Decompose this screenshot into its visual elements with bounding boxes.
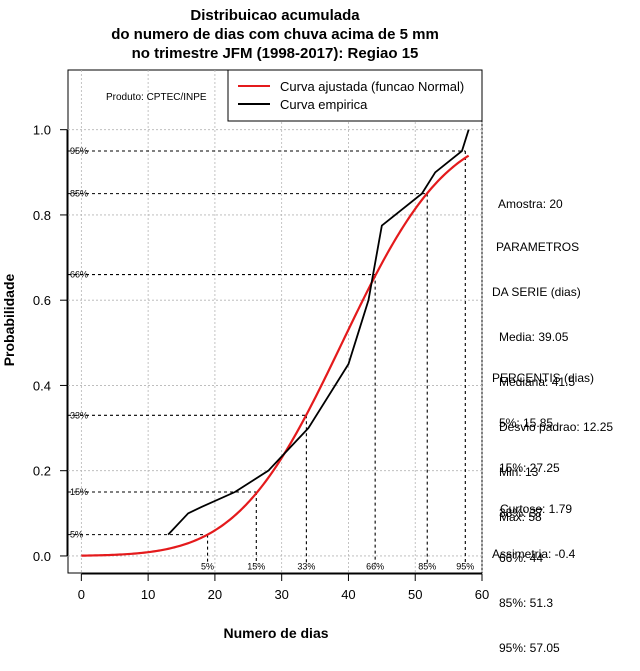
x-tick-label-50: 50 [408,587,422,602]
x-tick-label-60: 60 [475,587,489,602]
percentil-66: 66%: 44 [499,551,544,565]
param-max: Max: 58 [499,510,542,524]
x-tick-label-20: 20 [208,587,222,602]
chart-title-line-2: do numero de dias com chuva acima de 5 m… [111,26,439,43]
curves [81,129,470,557]
percentile-y-label-5: 95% [70,146,88,156]
param-min: Min: 13 [499,465,539,479]
chart-title-line-1: Distribuicao acumulada [190,7,360,24]
side-panel-shape: Curtose: 1.79 Assimetria: -0.4 [492,472,575,577]
product-label: Produto: CPTEC/INPE [106,92,207,103]
side-panel-parameters: PARAMETROS DA SERIE (dias) Media: 39.05 … [492,210,613,540]
y-tick-label-5: 1.0 [33,123,51,138]
sample-size: Amostra: 20 [498,197,563,211]
curtose: Curtose: 1.79 [500,502,573,516]
percentile-x-label-5: 95% [456,562,474,572]
percentile-x-label-0: 5% [201,562,214,572]
percentil-33: 33%: 37 [499,506,544,520]
percentile-x-label-2: 33% [297,562,315,572]
param-media: Media: 39.05 [499,330,569,344]
x-axis: 0 10 20 30 40 50 60 [78,573,489,602]
x-axis-label: Numero de dias [223,625,328,641]
y-tick-label-4: 0.8 [33,208,51,223]
percentil-95: 95%: 57.05 [499,641,560,655]
y-tick-label-0: 0.0 [33,549,51,564]
fitted-normal-curve [81,154,470,557]
side-panel-amostra: Amostra: 20 [492,182,563,212]
param-mediana: Mediana: 41.5 [499,375,576,389]
percentil-85: 85%: 51.3 [499,596,554,610]
percentis-title: PERCENTIS (dias) [492,371,595,385]
percentile-x-label-4: 85% [418,562,436,572]
percentile-y-label-3: 66% [70,270,88,280]
x-tick-label-30: 30 [274,587,288,602]
param-desvio: Desvio padrao: 12.25 [499,420,614,434]
x-tick-label-10: 10 [141,587,155,602]
params-title: PARAMETROS [496,240,580,254]
y-tick-label-3: 0.6 [33,293,51,308]
x-tick-label-0: 0 [78,587,85,602]
percentil-5: 5%: 15.85 [499,416,554,430]
percentile-y-label-1: 15% [70,487,88,497]
y-tick-label-2: 0.4 [33,378,51,393]
legend: Curva ajustada (funcao Normal) Curva emp… [227,69,483,122]
chart-title: Distribuicao acumulada do numero de dias… [111,7,439,62]
percentile-x-label-1: 15% [247,562,265,572]
params-subtitle: DA SERIE (dias) [492,285,581,299]
percentil-15: 15%: 27.25 [499,461,560,475]
y-axis: 0.0 0.2 0.4 0.6 0.8 1.0 [33,123,68,564]
y-tick-label-1: 0.2 [33,464,51,479]
legend-label-fit: Curva ajustada (funcao Normal) [280,79,464,94]
percentile-y-label-4: 85% [70,189,88,199]
chart-title-line-3: no trimestre JFM (1998-2017): Regiao 15 [132,45,419,62]
percentile-y-label-0: 5% [70,530,83,540]
percentile-markers: 5% 5% 15% 15% 33% 33% 66% 66% 85% 85% 95% 95% [68,146,474,572]
percentile-x-label-3: 66% [366,562,384,572]
grid-lines [68,70,483,573]
plot-frame [67,69,483,574]
percentile-y-label-2: 33% [70,410,88,420]
legend-box [227,69,483,122]
x-tick-label-40: 40 [341,587,355,602]
side-panel-percentis: PERCENTIS (dias) 5%: 15.85 15%: 27.25 33… [492,341,594,671]
empirical-curve [167,129,470,536]
assimetria: Assimetria: -0.4 [492,547,576,561]
legend-label-empirical: Curva empirica [280,97,368,112]
y-axis-label: Probabilidade [1,274,17,367]
